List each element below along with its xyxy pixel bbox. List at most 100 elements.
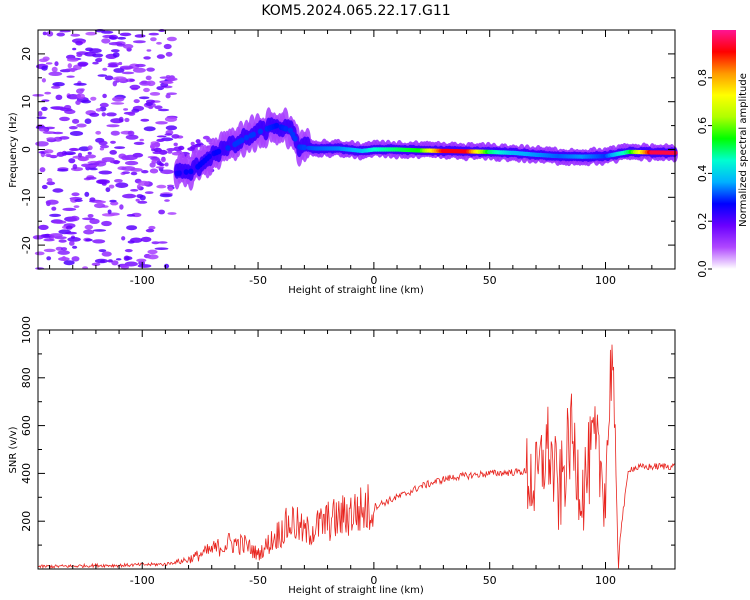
spectrogram-noise-blob <box>109 36 117 40</box>
spectrogram-noise-blob <box>156 135 167 138</box>
spectrogram-noise-blob <box>105 187 111 193</box>
spectrogram-noise-blob <box>73 205 80 209</box>
spectrogram-noise-blob <box>78 146 91 152</box>
spectrogram-noise-blob <box>145 99 156 104</box>
colorbar-gradient <box>712 30 736 269</box>
snr-y-ticks: 200 400 600 800 1000 <box>20 316 675 546</box>
spectrogram-signal-core <box>301 144 307 151</box>
spectrogram-noise-blob <box>146 67 155 72</box>
snr-x-tick-label: 100 <box>595 574 616 587</box>
spectrogram-noise-blob <box>38 128 49 132</box>
spectrogram-noise-blob <box>112 96 125 102</box>
spectrogram-noise-blob <box>145 228 155 233</box>
spectrogram-y-tick-label: 10 <box>20 95 33 109</box>
spectrogram-noise-blob <box>85 238 93 242</box>
spectrogram-noise-blob <box>98 170 113 175</box>
spectrogram-noise-blob <box>132 67 146 73</box>
snr-y-tick-label: 1000 <box>20 316 33 344</box>
spectrogram-noise-blob <box>130 237 143 243</box>
spectrogram-noise-blob <box>89 218 100 224</box>
spectrogram-noise-blob <box>149 168 159 174</box>
spectrogram-noise-blob <box>166 92 177 95</box>
spectrogram-noise-blob <box>158 209 166 215</box>
spectrogram-noise-blob <box>115 182 129 188</box>
spectrogram-noise-blob <box>124 256 133 261</box>
spectrogram-noise-blob <box>165 125 178 131</box>
spectrogram-signal-core <box>206 153 212 160</box>
spectrogram-noise-blob <box>97 57 103 61</box>
spectrogram-noise-blob <box>84 224 94 230</box>
spectrogram-signal-layer <box>173 107 678 191</box>
spectrogram-noise-blob <box>57 250 70 255</box>
spectrogram-noise-blob <box>52 188 64 193</box>
spectrogram-frame <box>37 29 676 270</box>
spectrogram-noise-blob <box>107 209 112 214</box>
spectrogram-noise-blob <box>43 149 54 154</box>
colorbar-tick-label: 0.2 <box>696 212 709 230</box>
snr-x-tick-label: -50 <box>249 574 267 587</box>
spectrogram-noise-blob <box>102 67 108 71</box>
spectrogram-noise-blob <box>106 124 120 128</box>
spectrogram-noise-blob <box>110 140 116 144</box>
spectrogram-noise-blob <box>34 251 45 256</box>
spectrogram-noise-blob <box>113 68 125 73</box>
spectrogram-noise-blob <box>135 63 146 68</box>
spectrogram-noise-blob <box>84 191 90 197</box>
spectrogram-noise-blob <box>59 30 71 33</box>
spectrogram-noise-blob <box>83 164 98 168</box>
spectrogram-noise-blob <box>121 155 130 161</box>
spectrogram-noise-blob <box>135 198 140 202</box>
spectrogram-noise-blob <box>110 130 120 136</box>
spectrogram-noise-blob <box>110 102 125 105</box>
spectrogram-noise-blob <box>173 142 178 147</box>
spectrogram-noise-blob <box>164 116 178 122</box>
spectrogram-noise-blob <box>131 108 140 113</box>
spectrogram-noise-blob <box>57 169 69 172</box>
spectrogram-noise-blob <box>55 94 63 101</box>
spectrogram-signal-core <box>243 134 250 141</box>
spectrogram-noise-blob <box>101 182 107 186</box>
spectrogram-noise-blob <box>165 51 173 57</box>
spectrogram-noise-blob <box>147 249 158 255</box>
spectrogram-noise-blob <box>41 184 48 190</box>
spectrogram-noise-blob <box>152 151 162 155</box>
spectrogram-noise-blob <box>137 264 152 268</box>
spectrogram-noise-blob <box>53 220 67 224</box>
spectrogram-noise-blob <box>45 199 59 205</box>
spectrogram-noise-blob <box>45 153 52 157</box>
spectrogram-noise-blob <box>111 260 119 266</box>
spectrogram-noise-blob <box>114 179 123 183</box>
spectrogram-noise-blob <box>97 74 108 77</box>
spectrogram-noise-blob <box>166 77 178 82</box>
spectrogram-noise-blob <box>94 258 109 264</box>
snr-x-tick-label: -100 <box>130 574 155 587</box>
spectrogram-noise-blob <box>167 212 177 215</box>
spectrogram-noise-blob <box>84 118 92 124</box>
spectrogram-noise-blob <box>138 96 150 100</box>
spectrogram-x-ticks: -100 -50 0 50 100 <box>49 30 676 287</box>
spectrogram-noise-blob <box>112 52 120 58</box>
spectrogram-noise-blob <box>158 162 163 166</box>
spectrogram-noise-blob <box>119 32 132 37</box>
spectrogram-noise-blob <box>62 207 77 211</box>
spectrogram-noise-blob <box>77 152 83 158</box>
spectrogram-noise-blob <box>89 112 100 117</box>
colorbar-tick-label: 0.4 <box>696 165 709 183</box>
spectrogram-noise-blob <box>163 43 172 50</box>
spectrogram-noise-blob <box>52 82 65 87</box>
spectrogram-noise-blob <box>61 256 67 261</box>
spectrogram-noise-blob <box>92 61 99 65</box>
spectrogram-noise-blob <box>110 201 119 206</box>
spectrogram-noise-blob <box>60 108 73 112</box>
spectrogram-noise-blob <box>94 200 107 204</box>
spectrogram-noise-blob <box>146 80 156 87</box>
spectrogram-x-tick-label: 50 <box>483 274 497 287</box>
spectrogram-noise-blob <box>72 164 78 170</box>
spectrogram-noise-blob <box>59 136 70 140</box>
spectrogram-noise-blob <box>136 258 147 263</box>
spectrogram-noise-blob <box>122 193 137 199</box>
spectrogram-noise-blob <box>155 121 168 125</box>
spectrogram-noise-blob <box>35 141 49 147</box>
spectrogram-noise-blob <box>130 168 143 172</box>
